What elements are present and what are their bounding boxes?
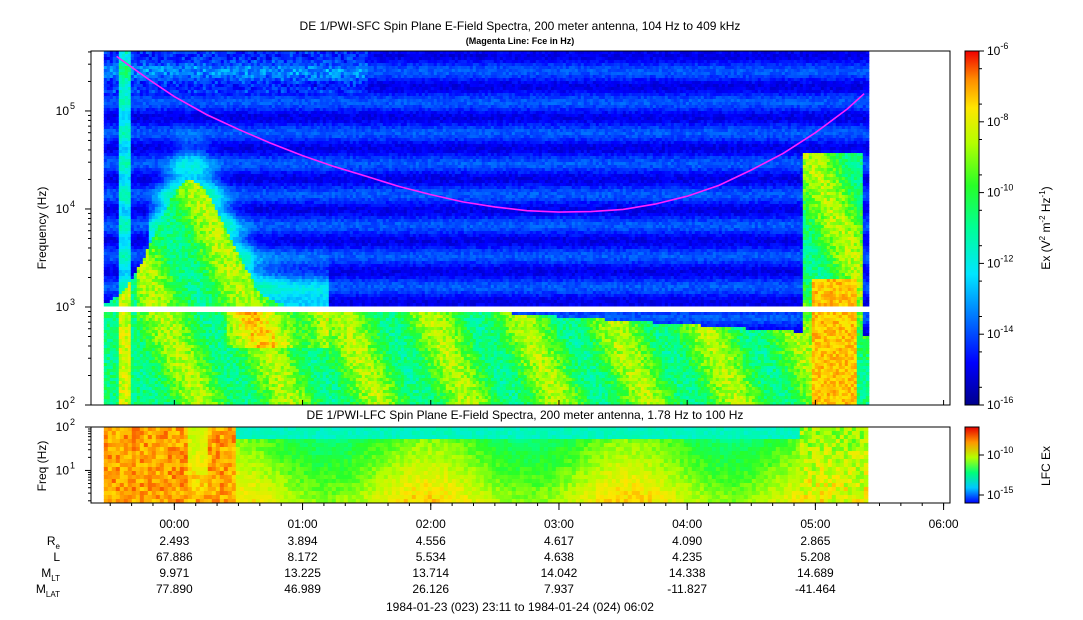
ephemeris-value: -41.464 [795,582,836,596]
ephemeris-row-label: MLAT [36,582,60,599]
time-range-label: 1984-01-23 (023) 23:11 to 1984-01-24 (02… [386,600,654,614]
bottom-heatmap [103,427,869,503]
top-y-tick-exponent: 2 [70,395,75,405]
ephemeris-value: 13.225 [284,566,321,580]
top-colorbar-tick-label: 10-8 [987,112,1008,129]
ephemeris-value: 3.894 [288,534,318,548]
x-axis: 00:00 01:00 02:00 03:00 04:00 05:00 06:00 [109,400,959,531]
ephemeris-value: 9.971 [159,566,189,580]
top-y-tick-label: 10 [56,398,70,412]
bottom-y-axis-label: Freq (Hz) [35,441,49,492]
x-tick-label: 01:00 [288,517,318,531]
top-colorbar-tick-label: 10-6 [987,41,1008,58]
top-colorbar-tick-label: 10-16 [987,395,1013,412]
bottom-plot-frame [90,426,951,504]
ephemeris-row-label: MLT [41,566,60,583]
ephemeris-value: 14.042 [541,566,578,580]
bottom-y-tick-label: 10 [56,463,70,477]
top-plot-frame [90,50,951,406]
x-tick-label: 03:00 [544,517,574,531]
bottom-panel-title: DE 1/PWI-LFC Spin Plane E-Field Spectra,… [307,408,744,422]
ephemeris-value: 77.890 [156,582,193,596]
top-y-tick-exponent: 5 [70,101,75,111]
top-y-tick-label: 10 [56,300,70,314]
top-colorbar-ticks: 10-6 10-8 10-10 10-12 10-14 10-16 [979,41,1013,412]
ephemeris-value: 8.172 [288,550,318,564]
ephemeris-value: 46.989 [284,582,321,596]
ephemeris-value: 4.090 [672,534,702,548]
top-y-axis-label: Frequency (Hz) [35,187,49,270]
ephemeris-value: 14.338 [669,566,706,580]
bottom-y-tick-exponent: 1 [70,460,75,470]
ephemeris-value: 4.556 [416,534,446,548]
top-panel-subtitle: (Magenta Line: Fce in Hz) [466,36,575,46]
ephemeris-row-label: Re [47,534,61,551]
top-colorbar-tick-label: 10-10 [987,183,1013,200]
ephemeris-value: 26.126 [412,582,449,596]
ephemeris-value: 2.493 [159,534,189,548]
top-y-tick-exponent: 4 [70,199,75,209]
bottom-colorbar-tick-label: 10-10 [987,445,1013,462]
top-panel-title: DE 1/PWI-SFC Spin Plane E-Field Spectra,… [300,19,741,33]
top-y-tick-label: 10 [56,202,70,216]
ephemeris-value: 4.617 [544,534,574,548]
top-colorbar-gradient [964,50,980,406]
bottom-colorbar-tick-label: 10-15 [987,485,1013,502]
ephemeris-value: 67.886 [156,550,193,564]
bottom-colorbar-ticks: 10-10 10-15 [979,445,1013,502]
top-y-tick-label: 10 [56,104,70,118]
ephemeris-value: 7.937 [544,582,574,596]
top-colorbar-label: Ex (V2 m-2 Hz-1) [1038,186,1053,269]
ephemeris-value: 4.638 [544,550,574,564]
x-tick-label: 02:00 [416,517,446,531]
top-heatmap [103,51,870,405]
bottom-y-tick-label: 10 [56,420,70,434]
top-y-tick-exponent: 3 [70,297,75,307]
bottom-y-tick-exponent: 2 [70,417,75,427]
bottom-colorbar-gradient [964,426,980,504]
bottom-colorbar: 10-10 10-15 LFC Ex [964,426,1053,504]
ephemeris-value: 5.534 [416,550,446,564]
top-colorbar-tick-label: 10-12 [987,253,1013,270]
top-colorbar-tick-label: 10-14 [987,324,1013,341]
ephemeris-value: 5.208 [800,550,830,564]
ephemeris-value: -11.827 [667,582,707,596]
x-tick-label: 00:00 [159,517,189,531]
ephemeris-table: Re 2.493 3.894 4.556 4.617 4.090 2.865 L 67.886 8… [36,534,836,599]
top-colorbar: 10-6 10-8 10-10 10-12 10-14 10-16 Ex (V2 m-2 … [964,41,1053,412]
fce-magenta-line [116,55,865,213]
ephemeris-value: 13.714 [412,566,449,580]
ephemeris-value: 2.865 [800,534,830,548]
ephemeris-value: 14.689 [797,566,834,580]
ephemeris-row-label: L [53,550,60,564]
x-tick-label: 05:00 [800,517,830,531]
bottom-colorbar-label: LFC Ex [1039,446,1053,486]
x-tick-label: 06:00 [929,517,959,531]
ephemeris-value: 4.235 [672,550,702,564]
x-tick-label: 04:00 [672,517,702,531]
